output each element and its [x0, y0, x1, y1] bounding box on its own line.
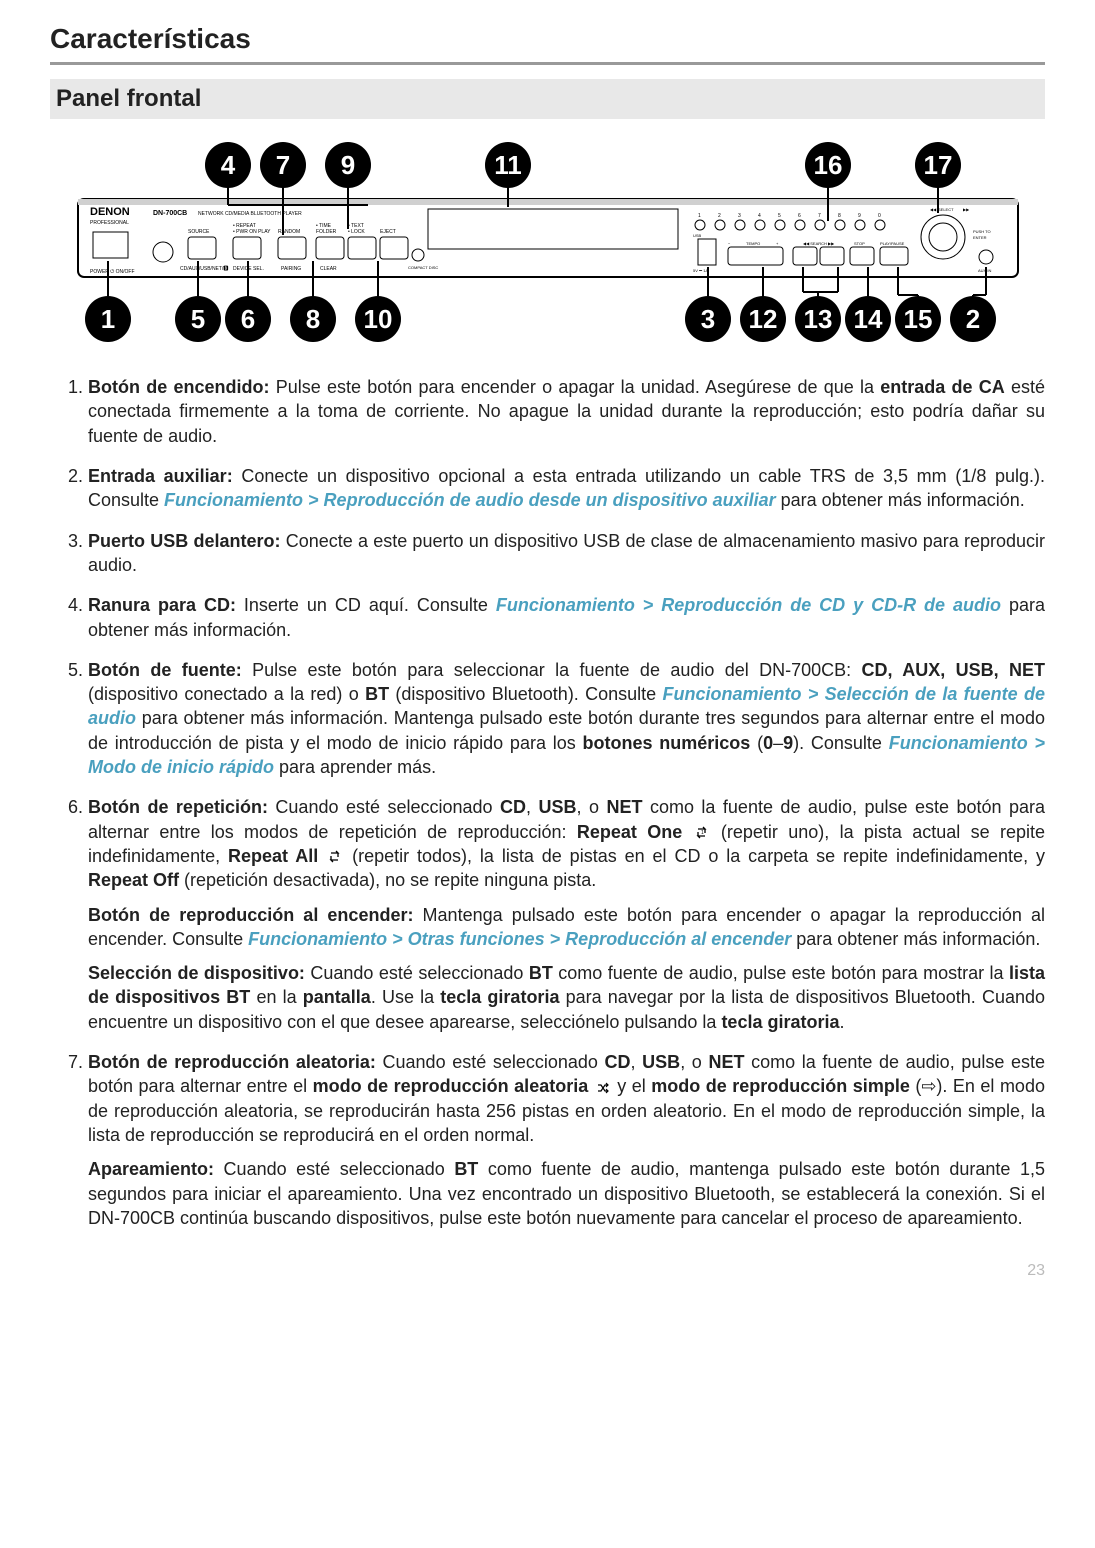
svg-text:2: 2 [718, 213, 721, 219]
svg-text:STOP: STOP [854, 241, 865, 246]
svg-text:6: 6 [240, 304, 254, 334]
svg-text:8: 8 [838, 213, 841, 219]
svg-text:5: 5 [190, 304, 204, 334]
front-panel-diagram: DENON PROFESSIONAL DN-700CB NETWORK CD/M… [68, 137, 1028, 347]
svg-text:PAIRING: PAIRING [281, 266, 301, 272]
svg-text:0: 0 [878, 213, 881, 219]
svg-text:FOLDER: FOLDER [316, 229, 337, 235]
svg-text:13: 13 [803, 304, 832, 334]
svg-text:2: 2 [965, 304, 979, 334]
repeat-all-icon [328, 850, 342, 864]
power-label: POWER ⏻ ON/OFF [90, 269, 135, 275]
svg-text:3: 3 [700, 304, 714, 334]
link-aux[interactable]: Funcionamiento > Reproducción de audio d… [164, 490, 776, 510]
main-heading: Características [50, 20, 1045, 65]
svg-text:9: 9 [340, 150, 354, 180]
svg-text:8: 8 [305, 304, 319, 334]
svg-text:◀◀: ◀◀ [930, 207, 937, 212]
svg-text:1: 1 [100, 304, 114, 334]
svg-text:AUX IN: AUX IN [978, 268, 991, 273]
svg-text:3: 3 [738, 213, 741, 219]
model-label: DN-700CB [153, 210, 187, 217]
svg-text:6: 6 [798, 213, 801, 219]
svg-text:5: 5 [778, 213, 781, 219]
svg-text:14: 14 [853, 304, 882, 334]
brand-sub-label: PROFESSIONAL [90, 220, 129, 226]
link-cd[interactable]: Funcionamiento > Reproducción de CD y CD… [496, 595, 1001, 615]
brand-label: DENON [90, 206, 130, 218]
item-5: Botón de fuente: Pulse este botón para s… [88, 658, 1045, 779]
svg-text:7: 7 [818, 213, 821, 219]
svg-text:16: 16 [813, 150, 842, 180]
svg-text:TEMPO: TEMPO [746, 241, 760, 246]
item-6: Botón de repetición: Cuando esté selecci… [88, 795, 1045, 1034]
svg-text:4: 4 [758, 213, 761, 219]
item-2: Entrada auxiliar: Conecte un dispositivo… [88, 464, 1045, 513]
svg-text:17: 17 [923, 150, 952, 180]
svg-text:CLEAR: CLEAR [320, 266, 337, 272]
svg-text:PUSH TO: PUSH TO [973, 229, 991, 234]
item-4: Ranura para CD: Inserte un CD aquí. Cons… [88, 593, 1045, 642]
svg-text:PLAY/PAUSE: PLAY/PAUSE [880, 241, 905, 246]
svg-text:CD/AUX/USB/NET/🅱: CD/AUX/USB/NET/🅱 [180, 265, 228, 272]
model-sub-label: NETWORK CD/MEDIA BLUETOOTH PLAYER [198, 211, 302, 217]
shuffle-icon [596, 1081, 610, 1095]
svg-text:• PWR ON PLAY: • PWR ON PLAY [233, 229, 271, 235]
svg-text:15: 15 [903, 304, 932, 334]
svg-text:USB: USB [693, 233, 702, 238]
item-1: Botón de encendido: Pulse este botón par… [88, 375, 1045, 448]
repeat-one-icon: 1 [695, 826, 709, 840]
item-1-title: Botón de encendido: [88, 377, 269, 397]
link-poweron[interactable]: Funcionamiento > Otras funciones > Repro… [248, 929, 791, 949]
svg-text:▶▶: ▶▶ [963, 207, 970, 212]
svg-text:RANDOM: RANDOM [278, 229, 300, 235]
svg-text:7: 7 [275, 150, 289, 180]
svg-text:12: 12 [748, 304, 777, 334]
svg-text:11: 11 [494, 150, 522, 180]
svg-text:EJECT: EJECT [380, 229, 396, 235]
svg-text:5V ⎓ 1A: 5V ⎓ 1A [693, 268, 709, 273]
svg-text:◀◀ SEARCH ▶▶: ◀◀ SEARCH ▶▶ [803, 241, 835, 246]
svg-text:4: 4 [220, 150, 235, 180]
svg-text:9: 9 [858, 213, 861, 219]
item-7: Botón de reproducción aleatoria: Cuando … [88, 1050, 1045, 1230]
svg-text:ENTER: ENTER [973, 235, 987, 240]
svg-text:1: 1 [698, 213, 701, 219]
feature-list: Botón de encendido: Pulse este botón par… [50, 375, 1045, 1230]
svg-text:• LOCK: • LOCK [348, 229, 365, 235]
svg-text:1: 1 [701, 830, 704, 836]
svg-text:SELECT: SELECT [938, 207, 954, 212]
svg-text:SOURCE: SOURCE [188, 229, 210, 235]
sub-heading: Panel frontal [50, 79, 1045, 119]
page-number: 23 [50, 1260, 1045, 1282]
svg-text:10: 10 [363, 304, 392, 334]
svg-text:COMPACT DISC: COMPACT DISC [408, 265, 438, 270]
item-3: Puerto USB delantero: Conecte a este pue… [88, 529, 1045, 578]
